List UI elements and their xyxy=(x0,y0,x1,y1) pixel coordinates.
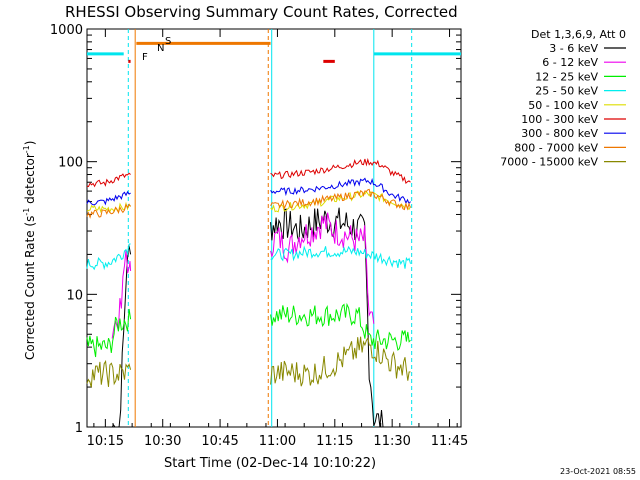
y-tick-label: 1 xyxy=(75,421,83,436)
legend-label: 3 - 6 keV xyxy=(549,42,598,55)
legend-header: Det 1,3,6,9, Att 0 xyxy=(531,28,626,41)
series-line xyxy=(86,243,131,271)
legend-label: 7000 - 15000 keV xyxy=(500,156,598,169)
timestamp-label: 23-Oct-2021 08:55 xyxy=(560,467,636,476)
series-line xyxy=(270,188,411,211)
legend-label: 800 - 7000 keV xyxy=(514,141,598,154)
plot-frame xyxy=(86,28,462,428)
flag-n-label: N xyxy=(157,43,164,54)
x-tick-label: 10:45 xyxy=(201,434,238,449)
series-line xyxy=(270,212,375,324)
flag-s-label: S xyxy=(165,36,171,47)
legend-label: 300 - 800 keV xyxy=(521,127,598,140)
legend-label: 6 - 12 keV xyxy=(542,56,598,69)
series-line xyxy=(270,336,411,387)
series-lines xyxy=(86,157,411,428)
y-tick-label: 100 xyxy=(58,156,83,171)
series-line xyxy=(86,190,131,206)
flag-f-label: F xyxy=(142,52,148,63)
legend-label: 25 - 50 keV xyxy=(535,85,598,98)
chart-title: RHESSI Observing Summary Count Rates, Co… xyxy=(65,3,458,21)
y-tick-label: 1000 xyxy=(50,23,83,38)
x-tick-label: 11:00 xyxy=(259,434,296,449)
axis-ticks: 10:15 10:30 10:45 11:00 11:15 11:30 11:45 1 10 10… xyxy=(50,23,468,449)
y-axis-label: Corrected Count Rate (s-1 detector-1) xyxy=(22,141,37,360)
status-bars xyxy=(87,41,461,63)
vertical-marker-lines xyxy=(127,29,413,427)
x-tick-label: 10:30 xyxy=(144,434,181,449)
legend-label: 100 - 300 keV xyxy=(521,113,598,126)
series-line xyxy=(270,302,411,351)
series-line xyxy=(270,207,384,428)
series-line xyxy=(86,201,131,214)
legend-label: 12 - 25 keV xyxy=(535,70,598,83)
x-tick-label: 11:30 xyxy=(373,434,410,449)
series-line xyxy=(86,359,132,388)
series-line xyxy=(270,245,411,269)
y-tick-label: 10 xyxy=(66,288,83,303)
x-tick-label: 11:15 xyxy=(316,434,353,449)
series-line xyxy=(270,157,411,185)
legend-label: 50 - 100 keV xyxy=(528,99,598,112)
x-tick-label: 11:45 xyxy=(431,434,468,449)
series-line xyxy=(86,172,131,188)
x-tick-label: 10:15 xyxy=(87,434,124,449)
series-line xyxy=(86,308,132,358)
series-line xyxy=(86,203,132,219)
series-line xyxy=(270,177,411,205)
x-axis-label: Start Time (02-Dec-14 10:10:22) xyxy=(164,456,376,471)
